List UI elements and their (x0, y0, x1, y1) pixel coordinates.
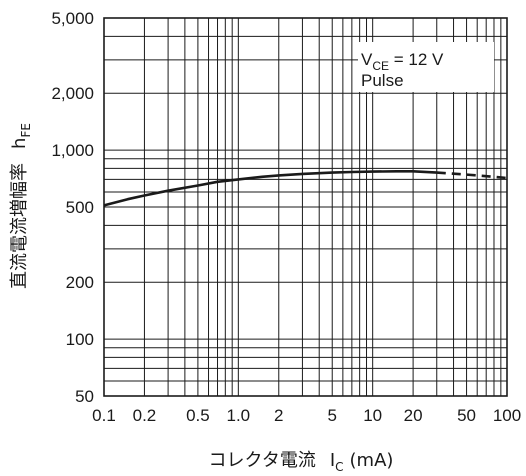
y-tick-label: 1,000 (51, 141, 94, 160)
y-tick-label: 50 (75, 387, 94, 406)
y-tick-label: 100 (66, 330, 94, 349)
annotation-pulse: Pulse (361, 71, 404, 90)
hfe-curve-dashed (436, 171, 508, 180)
x-tick-labels: 0.1 0.2 0.5 1.0 2 5 10 20 50 100 (92, 406, 521, 425)
x-tick-label: 0.1 (92, 406, 116, 425)
x-tick-label: 1.0 (227, 406, 251, 425)
x-tick-label: 20 (404, 406, 423, 425)
x-tick-label: 10 (363, 406, 382, 425)
annotation-background (358, 42, 494, 92)
x-axis-label: コレクタ電流 IC (mA) (209, 450, 394, 474)
y-tick-labels: 50 100 200 500 1,000 2,000 5,000 (51, 9, 94, 406)
x-tick-label: 5 (327, 406, 336, 425)
hfe-curve (103, 170, 508, 207)
grid (103, 17, 507, 397)
y-tick-label: 2,000 (51, 84, 94, 103)
hfe-curve-solid (103, 170, 437, 207)
x-tick-label: 0.2 (133, 406, 157, 425)
y-tick-label: 200 (66, 273, 94, 292)
x-tick-label: 50 (457, 406, 476, 425)
y-axis-label: 直流電流増幅率hFE (9, 123, 33, 289)
y-tick-label: 500 (66, 198, 94, 217)
x-tick-label: 100 (493, 406, 521, 425)
y-tick-label: 5,000 (51, 9, 94, 28)
annotation-vce: VCE = 12 V (361, 50, 444, 73)
plot-frame (103, 17, 508, 397)
x-tick-label: 2 (274, 406, 283, 425)
x-tick-label: 0.5 (186, 406, 210, 425)
